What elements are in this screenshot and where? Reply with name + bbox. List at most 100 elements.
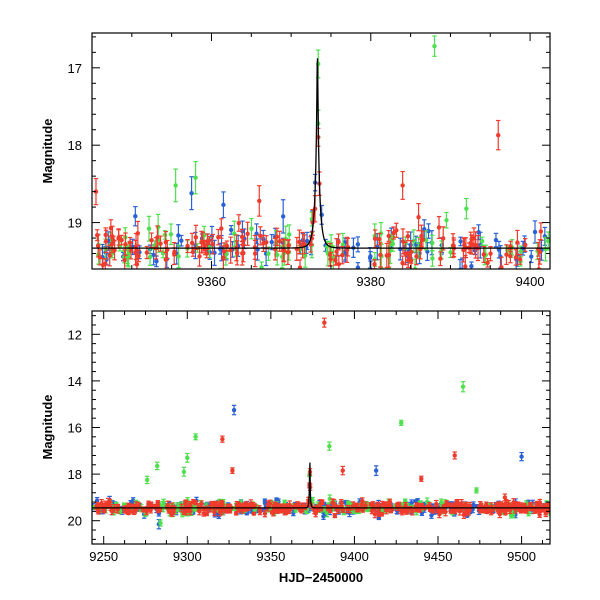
blue-data-point (355, 262, 361, 269)
red-data-point (537, 498, 543, 507)
bottom-panel: 9250 9300 9350 9400 9450 9500 12 14 16 18 20 Magni… (40, 310, 551, 585)
red-data-point (471, 227, 477, 250)
red-data-point (201, 506, 207, 511)
blue-data-point (493, 232, 499, 248)
green-data-point (327, 441, 332, 451)
red-data-point (258, 226, 263, 246)
red-data-point (336, 254, 342, 269)
red-data-point (116, 273, 120, 285)
red-data-point (400, 228, 406, 255)
red-data-point (400, 255, 405, 269)
red-data-point (111, 235, 116, 246)
red-data-point (97, 249, 103, 266)
red-data-point (415, 502, 420, 508)
red-data-point (450, 233, 456, 259)
red-data-point (297, 259, 303, 269)
green-data-point (176, 244, 181, 269)
red-data-point (221, 242, 227, 261)
red-data-point (169, 510, 174, 515)
top-panel-frame (91, 32, 551, 270)
red-data-point (277, 504, 283, 514)
red-data-point (257, 185, 262, 217)
green-data-point (327, 494, 332, 504)
red-data-point (391, 226, 396, 240)
red-data-point (372, 259, 377, 269)
green-data-point (160, 247, 166, 259)
red-data-point (490, 507, 496, 513)
red-data-point (394, 222, 399, 238)
red-data-point (149, 232, 154, 249)
red-data-point (523, 238, 528, 252)
x-tick-label: 9400 (516, 274, 545, 289)
red-data-point (436, 215, 442, 240)
red-data-point (441, 226, 446, 251)
blue-data-point (426, 223, 431, 239)
red-data-point (236, 214, 242, 232)
blue-data-point (133, 206, 138, 227)
model-curve (92, 462, 550, 509)
red-data-point (513, 249, 519, 266)
red-data-point (240, 240, 245, 266)
red-data-point (286, 239, 291, 252)
green-data-point (185, 452, 190, 463)
red-data-point (332, 513, 338, 519)
red-data-point (384, 506, 389, 515)
bottom-panel-points (92, 317, 550, 530)
red-data-point (340, 465, 345, 476)
red-data-point (400, 508, 405, 516)
red-data-point (251, 511, 256, 516)
red-data-point (126, 502, 131, 509)
red-data-point (281, 239, 287, 263)
red-data-point (163, 231, 168, 254)
blue-data-point (304, 231, 310, 251)
blue-data-point (458, 236, 463, 247)
blue-data-point (262, 498, 268, 504)
red-data-point (462, 508, 468, 517)
red-data-point (410, 507, 415, 516)
red-data-point (378, 242, 383, 268)
x-tick-label: 9350 (256, 549, 285, 564)
green-data-point (154, 461, 160, 471)
red-data-point (488, 246, 493, 262)
red-data-point (185, 239, 190, 254)
green-data-point (430, 250, 435, 267)
y-tick-label: 17 (68, 61, 82, 76)
top-panel: 9360 9380 9400 17 18 19 Magnitude (40, 32, 551, 289)
red-data-point (499, 256, 504, 269)
bottom-panel-ticks: 9250 9300 9350 9400 9450 9500 12 14 16 18 20 (68, 311, 550, 564)
red-data-point (496, 506, 501, 514)
red-data-point (386, 230, 391, 242)
red-data-point (264, 235, 269, 250)
red-data-point (295, 501, 300, 510)
red-data-point (216, 228, 221, 246)
red-data-point (452, 451, 457, 460)
blue-data-point (542, 226, 548, 246)
red-data-point (193, 224, 199, 250)
blue-data-point (355, 236, 361, 253)
red-data-point (128, 242, 134, 260)
red-data-point (419, 475, 424, 482)
green-data-point (193, 160, 198, 195)
green-data-point (173, 168, 178, 203)
red-data-point (510, 502, 515, 510)
blue-data-point (280, 199, 286, 234)
green-data-point (430, 234, 435, 252)
red-data-point (534, 509, 539, 514)
blue-data-point (228, 224, 234, 235)
red-data-point (274, 227, 280, 247)
green-data-point (346, 500, 351, 506)
red-data-point (405, 231, 411, 242)
x-tick-label: 9300 (173, 549, 202, 564)
green-data-point (474, 487, 479, 494)
model-curve (92, 58, 550, 249)
red-data-point (183, 499, 188, 505)
green-data-point (464, 197, 469, 220)
blue-data-point (321, 512, 326, 520)
red-data-point (481, 505, 486, 510)
y-tick-label: 20 (68, 514, 82, 529)
y-tick-label: 18 (68, 467, 82, 482)
red-data-point (228, 236, 233, 264)
blue-data-point (425, 242, 430, 262)
top-panel-points (92, 35, 550, 285)
red-data-point (95, 229, 100, 242)
